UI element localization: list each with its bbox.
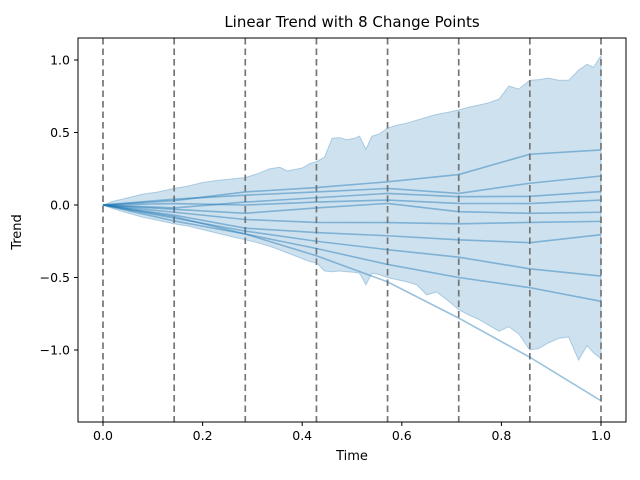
trend-line-sample-4: [102, 199, 602, 206]
trend-line-sample-5: [102, 202, 602, 215]
changepoint-dashed-lines: [102, 38, 602, 422]
x-tick-label: 0.2: [193, 428, 213, 443]
trend-line-sample-1: [102, 149, 602, 206]
y-tick-label: 0.0: [50, 198, 70, 213]
y-tick-label: 0.5: [50, 125, 70, 140]
y-tick-label: −0.5: [40, 270, 70, 285]
axes-frame-and-ticks: 0.0 0.2 0.4 0.6 0.8 1.0 1.0 0.5 0.0 −0.5 −1.0: [40, 37, 627, 443]
chart-title: Linear Trend with 8 Change Points: [224, 13, 480, 31]
y-tick-label: 1.0: [50, 53, 70, 68]
trend-sample-lines: [102, 149, 602, 402]
trend-line-sample-9: [102, 204, 602, 303]
y-axis-label: Trend: [10, 214, 25, 251]
trend-line-sample-10: [102, 204, 602, 402]
x-axis-label: Time: [335, 449, 368, 464]
trend-line-sample-6: [102, 204, 602, 225]
trend-line-sample-2: [102, 175, 602, 206]
x-tick-label: 1.0: [591, 428, 611, 443]
trend-line-sample-8: [102, 204, 602, 277]
x-tick-label: 0.8: [491, 428, 511, 443]
x-tick-label: 0.0: [93, 428, 113, 443]
x-tick-label: 0.6: [392, 428, 412, 443]
trend-line-sample-7: [102, 204, 602, 244]
x-tick-label: 0.4: [292, 428, 312, 443]
plot-border: [77, 37, 627, 423]
y-tick-label: −1.0: [40, 343, 70, 358]
trend-line-sample-3: [102, 190, 602, 209]
